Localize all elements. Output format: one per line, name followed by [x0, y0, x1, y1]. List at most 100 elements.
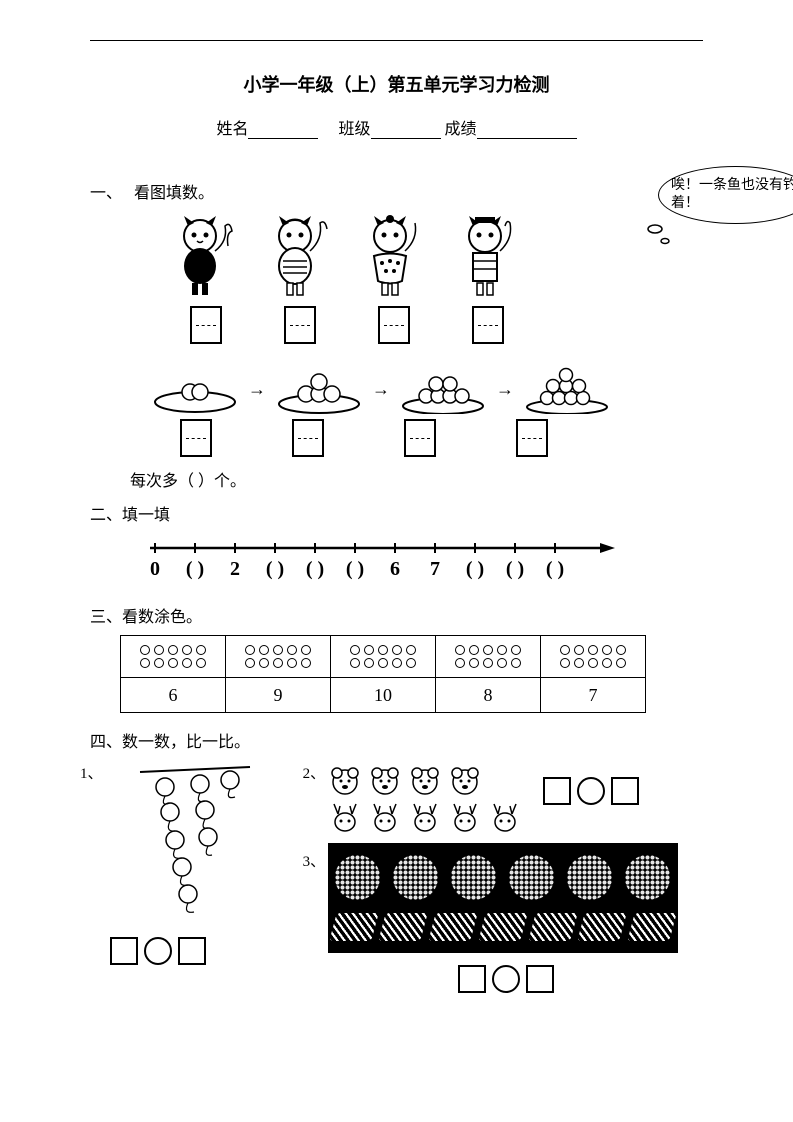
compare-square[interactable]	[543, 777, 571, 805]
dark-flower-icon	[335, 855, 380, 900]
dark-leaf-icon	[528, 913, 577, 941]
dark-flower-icon	[567, 855, 612, 900]
compare-boxes-1	[110, 937, 288, 965]
number-line: 0( )2( )( )( )67( )( )( )	[140, 533, 703, 588]
compare-boxes-3	[458, 965, 703, 993]
name-label: 姓名	[216, 121, 248, 138]
compare-circle[interactable]	[144, 937, 172, 965]
svg-text:0: 0	[150, 558, 160, 580]
score-blank[interactable]	[477, 121, 577, 139]
plates-illustration: → → →	[150, 364, 703, 414]
bear-icon	[368, 762, 403, 797]
q1-subtext: 每次多（ ）个。	[90, 467, 703, 491]
svg-text:6: 6	[390, 558, 400, 580]
compare-square[interactable]	[178, 937, 206, 965]
answer-box[interactable]	[292, 419, 324, 457]
deer-icon	[408, 800, 443, 835]
dark-leaf-icon	[478, 913, 527, 941]
svg-text:( ): ( )	[546, 558, 564, 580]
number-cell: 8	[436, 678, 541, 713]
answer-box[interactable]	[180, 419, 212, 457]
dark-leaf-icon	[428, 913, 477, 941]
circles-cell[interactable]	[331, 636, 436, 678]
bear-icon	[328, 762, 363, 797]
plate-3	[398, 364, 488, 414]
deer-icon	[448, 800, 483, 835]
deer-icon	[328, 800, 363, 835]
svg-text:7: 7	[430, 558, 440, 580]
q1-answer-boxes-1	[190, 306, 703, 344]
deer-icon	[488, 800, 523, 835]
svg-text:( ): ( )	[306, 558, 324, 580]
cat-3	[360, 211, 430, 301]
svg-text:2: 2	[230, 558, 240, 580]
dark-leaf-icon	[379, 913, 428, 941]
color-table: 6 9 10 8 7	[120, 635, 646, 713]
name-blank[interactable]	[248, 121, 318, 139]
plate-1	[150, 364, 240, 414]
q1-answer-boxes-2	[180, 419, 703, 457]
speech-tail-icon	[645, 219, 675, 249]
class-blank[interactable]	[371, 121, 441, 139]
student-info-line: 姓名 班级 成绩	[90, 115, 703, 139]
answer-box[interactable]	[190, 306, 222, 344]
circles-cell[interactable]	[121, 636, 226, 678]
cat-2	[265, 211, 335, 301]
q4-sub2-label: 2、	[303, 762, 326, 783]
plate-4	[522, 364, 612, 414]
speech-text: 唉！一条鱼也没有钓着！	[671, 177, 793, 213]
plate-2	[274, 364, 364, 414]
svg-text:( ): ( )	[266, 558, 284, 580]
compare-square[interactable]	[526, 965, 554, 993]
question-4: 四、数一数，比一比。 1、	[90, 728, 703, 993]
answer-box[interactable]	[284, 306, 316, 344]
header-rule	[90, 40, 703, 41]
q4-header: 四、数一数，比一比。	[90, 728, 703, 752]
q1-title: 看图填数。	[134, 185, 214, 202]
q1-number: 一、	[90, 185, 122, 202]
compare-square[interactable]	[110, 937, 138, 965]
svg-text:( ): ( )	[346, 558, 364, 580]
svg-text:( ): ( )	[186, 558, 204, 580]
compare-circle[interactable]	[492, 965, 520, 993]
answer-box[interactable]	[378, 306, 410, 344]
score-label: 成绩	[445, 121, 477, 138]
monkeys-illustration	[120, 762, 260, 922]
number-cell: 10	[331, 678, 436, 713]
answer-box[interactable]	[404, 419, 436, 457]
dark-panel-illustration	[328, 843, 678, 953]
answer-box[interactable]	[516, 419, 548, 457]
speech-bubble: 唉！一条鱼也没有钓着！	[658, 166, 793, 224]
arrow-icon: →	[496, 379, 514, 400]
dark-flower-icon	[625, 855, 670, 900]
bear-icon	[448, 762, 483, 797]
q2-header: 二、填一填	[90, 501, 703, 525]
deer-icon	[368, 800, 403, 835]
dark-flower-icon	[451, 855, 496, 900]
dark-flower-icon	[393, 855, 438, 900]
cat-1	[170, 211, 240, 301]
circles-cell[interactable]	[541, 636, 646, 678]
question-2: 二、填一填 0( )2( )( )( )67( )( )( )	[90, 501, 703, 588]
cat-4	[455, 211, 525, 301]
answer-box[interactable]	[472, 306, 504, 344]
dark-leaf-icon	[578, 913, 627, 941]
q4-sub3-label: 3、	[303, 850, 326, 871]
question-1: 一、 看图填数。 唉！一条鱼也没有钓着！ → →	[90, 179, 703, 491]
arrow-icon: →	[372, 379, 390, 400]
animals-grid	[328, 762, 523, 838]
q3-header: 三、看数涂色。	[90, 603, 703, 627]
q4-sub1-label: 1、	[80, 762, 103, 783]
class-label: 班级	[338, 121, 370, 138]
circles-cell[interactable]	[226, 636, 331, 678]
compare-boxes-2	[543, 777, 639, 805]
number-cell: 6	[121, 678, 226, 713]
bear-icon	[408, 762, 443, 797]
compare-circle[interactable]	[577, 777, 605, 805]
compare-square[interactable]	[611, 777, 639, 805]
arrow-icon: →	[248, 379, 266, 400]
compare-square[interactable]	[458, 965, 486, 993]
circles-cell[interactable]	[436, 636, 541, 678]
page-title: 小学一年级（上）第五单元学习力检测	[90, 71, 703, 97]
svg-text:( ): ( )	[506, 558, 524, 580]
